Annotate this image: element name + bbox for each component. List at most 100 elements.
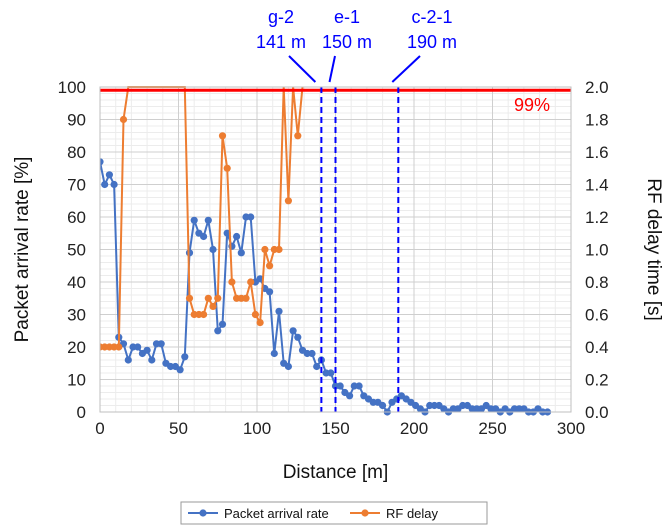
data-point [214, 294, 222, 302]
legend-label: Packet arrival rate [224, 506, 329, 521]
data-point [327, 369, 335, 377]
data-point [275, 245, 283, 254]
data-point [157, 340, 165, 348]
data-point [242, 294, 250, 302]
data-point [294, 333, 302, 341]
y-left-tick-label: 100 [58, 78, 86, 97]
data-point [204, 294, 212, 302]
axes: 0 50 100 150 200 250 300 0 10 20 30 40 50 60 70 80 90 100… [58, 78, 609, 438]
data-point [218, 320, 227, 328]
marker-pointer [328, 55, 336, 83]
y-right-tick-label: 0.8 [585, 273, 609, 292]
data-point [266, 288, 274, 296]
data-point [105, 171, 113, 179]
y-right-tick-label: 1.8 [585, 111, 609, 130]
data-point [110, 180, 118, 189]
y-left-tick-label: 80 [67, 143, 86, 162]
reference-lines: 99% g-2 141 m e-1 150 m c-2-1 190 m [100, 7, 571, 412]
legend-box [180, 501, 488, 525]
data-point [261, 245, 269, 254]
data-point [209, 302, 217, 310]
x-tick-label: 300 [557, 419, 585, 438]
marker-name-label: c-2-1 [411, 7, 452, 27]
data-point [289, 327, 297, 335]
marker-pointer [391, 55, 421, 83]
data-point [200, 232, 208, 241]
y-left-tick-label: 90 [67, 111, 86, 130]
data-point [143, 346, 151, 354]
y-right-tick-label: 1.4 [585, 176, 609, 195]
y-left-tick-label: 30 [67, 306, 86, 325]
y-right-tick-label: 0.0 [585, 403, 609, 422]
y-right-tick-label: 1.6 [585, 143, 609, 162]
y-right-tick-label: 1.2 [585, 208, 609, 227]
y-left-tick-label: 50 [67, 241, 86, 260]
data-point [251, 310, 259, 319]
data-point [270, 349, 278, 358]
data-point [200, 310, 208, 319]
data-point [284, 197, 292, 205]
y-axis-right-title: RF delay time [s] [643, 178, 664, 321]
data-point [228, 278, 236, 286]
data-point [233, 232, 241, 241]
data-point [346, 392, 354, 400]
data-point [218, 132, 227, 140]
y-right-tick-label: 0.4 [585, 338, 609, 357]
data-point [313, 362, 321, 371]
y-left-tick-label: 60 [67, 208, 86, 227]
y-right-tick-label: 0.2 [585, 371, 609, 390]
data-point [284, 362, 292, 371]
legend: Packet arrival rate RF delay [180, 501, 488, 525]
data-point [181, 353, 189, 361]
data-point [214, 327, 222, 335]
x-tick-label: 150 [321, 419, 349, 438]
data-point [308, 349, 316, 358]
data-point [185, 294, 194, 302]
data-point [379, 401, 387, 410]
data-point [247, 278, 255, 286]
data-point [119, 115, 128, 124]
data-point [223, 164, 231, 172]
x-axis-title: Distance [m] [283, 462, 389, 483]
rf-delay-series [100, 86, 304, 351]
data-point [209, 245, 217, 254]
data-point [256, 319, 264, 327]
data-point [101, 180, 109, 189]
data-point [124, 356, 132, 364]
data-point [247, 213, 255, 221]
y-right-tick-label: 1.0 [585, 241, 609, 260]
data-point [266, 262, 274, 270]
x-tick-label: 100 [243, 419, 271, 438]
x-tick-label: 250 [478, 419, 506, 438]
marker-name-label: e-1 [334, 7, 360, 27]
packet-arrival-series [100, 158, 552, 416]
y-left-tick-label: 0 [77, 403, 86, 422]
marker-distance-label: 141 m [256, 32, 306, 52]
series-layer [100, 86, 552, 416]
data-point [275, 307, 283, 315]
data-point [190, 216, 198, 224]
plot-area-border [99, 86, 572, 413]
x-tick-label: 50 [169, 419, 188, 438]
legend-swatch-marker [361, 509, 369, 517]
data-point [294, 132, 302, 140]
x-tick-label: 200 [400, 419, 428, 438]
data-point [204, 216, 212, 224]
legend-swatch-marker [199, 509, 207, 517]
y-left-tick-label: 20 [67, 338, 86, 357]
data-point [237, 249, 245, 257]
y-right-tick-label: 2.0 [585, 78, 609, 97]
x-tick-label: 0 [95, 419, 104, 438]
data-point [100, 158, 104, 166]
y-left-tick-label: 10 [67, 371, 86, 390]
y-right-tick-label: 0.6 [585, 306, 609, 325]
data-point [115, 343, 123, 351]
data-point [336, 382, 344, 390]
marker-distance-label: 190 m [407, 32, 457, 52]
y-left-tick-label: 70 [67, 176, 86, 195]
data-point [134, 343, 142, 351]
marker-distance-label: 150 m [322, 32, 372, 52]
data-point [176, 366, 184, 374]
